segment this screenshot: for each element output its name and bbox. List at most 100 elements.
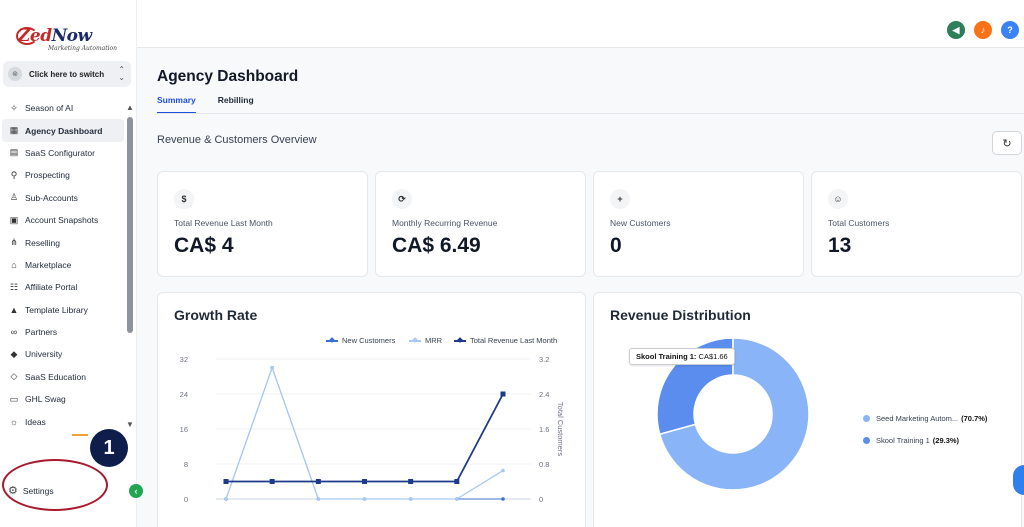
sidebar-nav: ✧ Season of AI ▦ Agency Dashboard ▤ SaaS Conf… [2,97,124,433]
stat-value: 0 [610,234,622,257]
data-point [455,497,459,501]
sidebar-item-settings[interactable]: ⚙ Settings [8,484,54,497]
growth-rate-card: Growth Rate New Customers MRR Total Reve… [157,292,586,527]
sidebar-item-label: Ideas [25,416,46,427]
sidebar-item-season-of-ai[interactable]: ✧ Season of AI [2,97,124,119]
growth-rate-chart: 0 8 16 24 32 0 0.8 1.6 2.4 3.2 Total Customers [180,355,565,504]
sidebar-item-label: Prospecting [25,170,70,181]
data-point [454,479,460,484]
legend-new-customers[interactable]: New Customers [326,336,395,345]
sidebar: ZedNow Marketing Automation ⊚ Click here… [0,0,137,527]
sidebar-item-label: Affiliate Portal [25,282,78,293]
swag-icon: ▭ [9,393,19,404]
page-title: Agency Dashboard [157,68,299,85]
user-plus-icon: + [610,189,630,209]
legend-total-revenue[interactable]: Total Revenue Last Month [454,336,557,345]
graduation-cap-icon: ◆ [10,348,18,359]
tabs-divider [157,113,1024,114]
data-point [223,479,229,484]
sidebar-item-label: Marketplace [25,259,72,270]
shapes-icon: ▲ [9,304,19,315]
y2-tick-label: 0 [539,495,543,504]
sidebar-item-marketplace[interactable]: ⌂ Marketplace [2,254,124,276]
tab-summary[interactable]: Summary [157,95,196,114]
sidebar-item-affiliate-portal[interactable]: ☷ Affiliate Portal [2,276,124,298]
refresh-button[interactable]: ↻ [992,131,1022,155]
sidebar-item-label: University [25,349,63,360]
users-search-icon: ⚲ [10,169,18,180]
snapshot-icon: ▣ [9,214,19,225]
data-point [408,497,413,501]
stat-card-mrr: ⟳ Monthly Recurring Revenue CA$ 6.49 [375,171,586,277]
scrollbar-thumb[interactable] [127,117,133,333]
data-point [500,391,506,397]
sidebar-item-label: Agency Dashboard [25,125,103,136]
sidebar-item-university[interactable]: ◆ University [2,343,124,365]
revenue-distribution-title: Revenue Distribution [610,307,751,323]
megaphone-icon[interactable]: ◀ [947,21,965,39]
sidebar-item-account-snapshots[interactable]: ▣ Account Snapshots [2,209,124,231]
pie-legend-item[interactable]: Seed Marketing Autom... (70.7%) [863,407,987,429]
stat-card-total-revenue: $ Total Revenue Last Month CA$ 4 [157,171,368,277]
scroll-down-arrow-icon[interactable]: ▼ [126,420,134,429]
annotation-line [72,434,88,436]
stat-value: CA$ 4 [174,234,234,257]
data-point [362,479,367,484]
y2-tick-label: 2.4 [539,390,549,399]
gear-icon: ⚙ [8,485,18,497]
network-icon: ⋔ [10,237,18,248]
scroll-up-arrow-icon[interactable]: ▲ [126,103,134,112]
sidebar-item-prospecting[interactable]: ⚲ Prospecting [2,164,124,186]
stat-card-new-customers: + New Customers 0 [593,171,804,277]
sidebar-item-template-library[interactable]: ▲ Template Library [2,299,124,321]
bar-chart-icon: ▤ [9,147,19,158]
account-switcher[interactable]: ⊚ Click here to switch ⌃ ⌄ [3,61,131,87]
data-point [408,479,414,484]
sidebar-item-reselling[interactable]: ⋔ Reselling [2,231,124,253]
handshake-icon: ∞ [10,327,18,338]
chat-widget-button[interactable] [1013,465,1024,495]
legend-dot [863,436,870,444]
settings-label: Settings [22,485,54,496]
tab-rebilling[interactable]: Rebilling [217,95,254,105]
logo-tagline: Marketing Automation [48,45,118,52]
sidebar-item-sub-accounts[interactable]: ♙ Sub-Accounts [2,187,124,209]
sidebar-item-label: SaaS Configurator [25,147,95,158]
sidebar-item-saas-education[interactable]: ◇ SaaS Education [2,366,124,388]
y2-tick-label: 3.2 [539,355,549,364]
annotation-ring [2,459,108,511]
collapse-sidebar-button[interactable]: ‹ [129,484,143,498]
sidebar-item-label: Reselling [25,237,60,248]
legend-mrr[interactable]: MRR [409,336,442,345]
refresh-icon: ↻ [1002,137,1012,150]
sidebar-item-label: Season of AI [25,103,74,114]
sidebar-item-label: Account Snapshots [25,215,99,226]
legend-swatch [409,339,421,342]
y-tick-label: 16 [180,425,188,434]
stat-value: CA$ 6.49 [392,234,481,257]
help-icon[interactable]: ? [1001,21,1019,39]
sidebar-item-partners[interactable]: ∞ Partners [2,321,124,343]
stat-card-total-customers: ☺ Total Customers 13 [811,171,1022,277]
bell-icon[interactable]: ♪ [974,21,992,39]
y2-tick-label: 0.8 [539,460,549,469]
sidebar-item-saas-configurator[interactable]: ▤ SaaS Configurator [2,142,124,164]
sidebar-item-ghl-swag[interactable]: ▭ GHL Swag [2,388,124,410]
sidebar-scrollbar[interactable]: ▲ ▼ [126,103,134,429]
sidebar-item-ideas[interactable]: ☼ Ideas [2,410,124,432]
pie-legend-item[interactable]: Skool Training 1 (29.3%) [863,429,987,451]
sidebar-item-label: Partners [25,327,58,338]
switcher-label: Click here to switch [29,69,105,79]
top-bar: ◀ ♪ ? [137,0,1024,48]
users-icon: ☺ [828,189,848,209]
sidebar-item-agency-dashboard[interactable]: ▦ Agency Dashboard [2,119,124,142]
section-title: Revenue & Customers Overview [157,134,317,146]
y-tick-label: 24 [180,390,188,399]
sidebar-item-label: Sub-Accounts [25,192,78,203]
legend-swatch [454,339,466,342]
company-logo[interactable]: ZedNow Marketing Automation [16,26,118,56]
y-tick-label: 32 [180,355,188,364]
location-pin-icon: ⊚ [8,67,22,81]
step-number-badge: 1 [90,429,128,467]
recurring-icon: ⟳ [392,189,412,209]
